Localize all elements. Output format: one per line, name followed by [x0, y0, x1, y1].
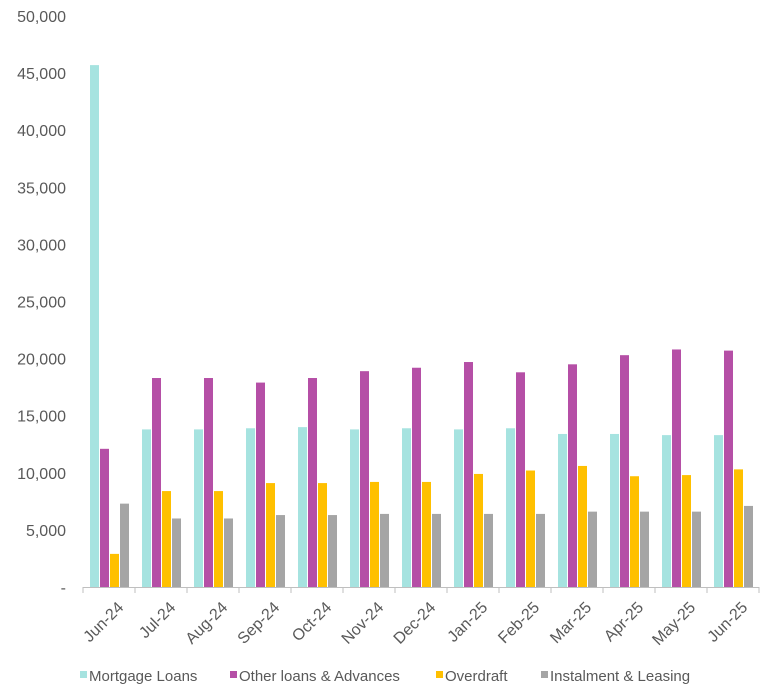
bar-instalment-leasing-may-25 [692, 511, 701, 587]
bar-mortgage-loans-sep-24 [246, 428, 255, 587]
bar-overdraft-nov-24 [370, 481, 379, 587]
bar-instalment-leasing-mar-25 [588, 511, 597, 587]
bar-other-loans-advances-sep-24 [256, 382, 265, 587]
bar-instalment-leasing-sep-24 [276, 515, 285, 587]
bar-instalment-leasing-jan-25 [484, 513, 493, 587]
bar-mortgage-loans-jun-25 [714, 435, 723, 587]
y-tick-label: 45,000 [17, 66, 66, 83]
bar-other-loans-advances-oct-24 [308, 378, 317, 587]
bar-other-loans-advances-jul-24 [152, 378, 161, 587]
bar-other-loans-advances-jan-25 [464, 362, 473, 587]
bars [90, 65, 753, 587]
x-axis-labels: Jun-24 Jul-24 Aug-24 Sep-24 Oct-24 Nov-24 Dec-… [81, 599, 752, 649]
y-tick-label: 40,000 [17, 123, 66, 140]
legend-swatch-mortgage-loans [80, 671, 87, 678]
bar-instalment-leasing-jun-25 [744, 505, 753, 587]
bar-instalment-leasing-apr-25 [640, 511, 649, 587]
y-tick-label: 20,000 [17, 352, 66, 369]
bar-other-loans-advances-feb-25 [516, 372, 525, 587]
x-tick-label: Nov-24 [339, 599, 388, 648]
bar-mortgage-loans-dec-24 [402, 428, 411, 587]
x-axis-ticks [82, 587, 760, 593]
bar-instalment-leasing-feb-25 [536, 513, 545, 587]
bar-instalment-leasing-aug-24 [224, 518, 233, 587]
x-tick-label: Dec-24 [391, 599, 440, 648]
bar-instalment-leasing-dec-24 [432, 513, 441, 587]
x-tick-label: Sep-24 [235, 599, 284, 648]
legend-swatch-overdraft [436, 671, 443, 678]
bar-other-loans-advances-jun-24 [100, 448, 109, 587]
y-tick-label: 35,000 [17, 180, 66, 197]
legend-swatch-other-loans-advances [230, 671, 237, 678]
bar-instalment-leasing-jul-24 [172, 518, 181, 587]
bar-mortgage-loans-aug-24 [194, 429, 203, 587]
bar-overdraft-oct-24 [318, 483, 327, 587]
bar-overdraft-apr-25 [630, 476, 639, 587]
bar-overdraft-sep-24 [266, 483, 275, 587]
y-axis-labels: - 5,000 10,000 15,000 20,000 25,000 30,000 35,0… [17, 9, 66, 597]
x-tick-label: Mar-25 [547, 599, 595, 647]
y-tick-label: 5,000 [26, 523, 66, 540]
bar-mortgage-loans-jun-24 [90, 65, 99, 587]
y-tick-label: 10,000 [17, 466, 66, 483]
bar-mortgage-loans-mar-25 [558, 433, 567, 587]
bar-mortgage-loans-jan-25 [454, 429, 463, 587]
bar-overdraft-jun-25 [734, 469, 743, 587]
bar-instalment-leasing-jun-24 [120, 503, 129, 587]
bar-mortgage-loans-apr-25 [610, 433, 619, 587]
legend-label-other-loans-advances: Other loans & Advances [239, 668, 400, 685]
bar-overdraft-dec-24 [422, 481, 431, 587]
bar-overdraft-mar-25 [578, 465, 587, 587]
x-tick-label: Jun-25 [705, 599, 752, 646]
bar-mortgage-loans-oct-24 [298, 427, 307, 587]
x-tick-label: Apr-25 [601, 599, 647, 645]
bar-other-loans-advances-aug-24 [204, 378, 213, 587]
bar-other-loans-advances-jun-25 [724, 350, 733, 587]
bar-mortgage-loans-nov-24 [350, 429, 359, 587]
bar-overdraft-jun-24 [110, 553, 119, 587]
bar-overdraft-may-25 [682, 475, 691, 587]
y-tick-label: - [61, 580, 66, 597]
bar-other-loans-advances-apr-25 [620, 355, 629, 587]
bar-overdraft-jan-25 [474, 473, 483, 587]
x-tick-label: Oct-24 [289, 599, 335, 645]
y-tick-label: 30,000 [17, 237, 66, 254]
x-tick-label: Jul-24 [136, 599, 179, 642]
y-tick-label: 15,000 [17, 409, 66, 426]
bar-other-loans-advances-mar-25 [568, 364, 577, 587]
legend-label-instalment-leasing: Instalment & Leasing [550, 668, 690, 685]
x-tick-label: Jun-24 [81, 599, 128, 646]
legend-swatch-instalment-leasing [541, 671, 548, 678]
bar-other-loans-advances-may-25 [672, 349, 681, 587]
x-tick-label: Feb-25 [495, 599, 543, 647]
y-tick-label: 50,000 [17, 9, 66, 26]
x-tick-label: May-25 [649, 599, 699, 649]
y-tick-label: 25,000 [17, 295, 66, 312]
x-tick-label: Jan-25 [445, 599, 492, 646]
bar-other-loans-advances-nov-24 [360, 371, 369, 587]
bar-mortgage-loans-may-25 [662, 435, 671, 587]
legend: Mortgage Loans Other loans & Advances Over… [80, 668, 690, 685]
bar-overdraft-aug-24 [214, 491, 223, 587]
bar-overdraft-jul-24 [162, 491, 171, 587]
bar-mortgage-loans-feb-25 [506, 428, 515, 587]
bar-other-loans-advances-dec-24 [412, 367, 421, 587]
legend-label-overdraft: Overdraft [445, 668, 508, 685]
bar-mortgage-loans-jul-24 [142, 429, 151, 587]
bar-overdraft-feb-25 [526, 470, 535, 587]
legend-label-mortgage-loans: Mortgage Loans [89, 668, 197, 685]
bar-instalment-leasing-nov-24 [380, 513, 389, 587]
x-tick-label: Aug-24 [183, 599, 232, 648]
bar-instalment-leasing-oct-24 [328, 515, 337, 587]
